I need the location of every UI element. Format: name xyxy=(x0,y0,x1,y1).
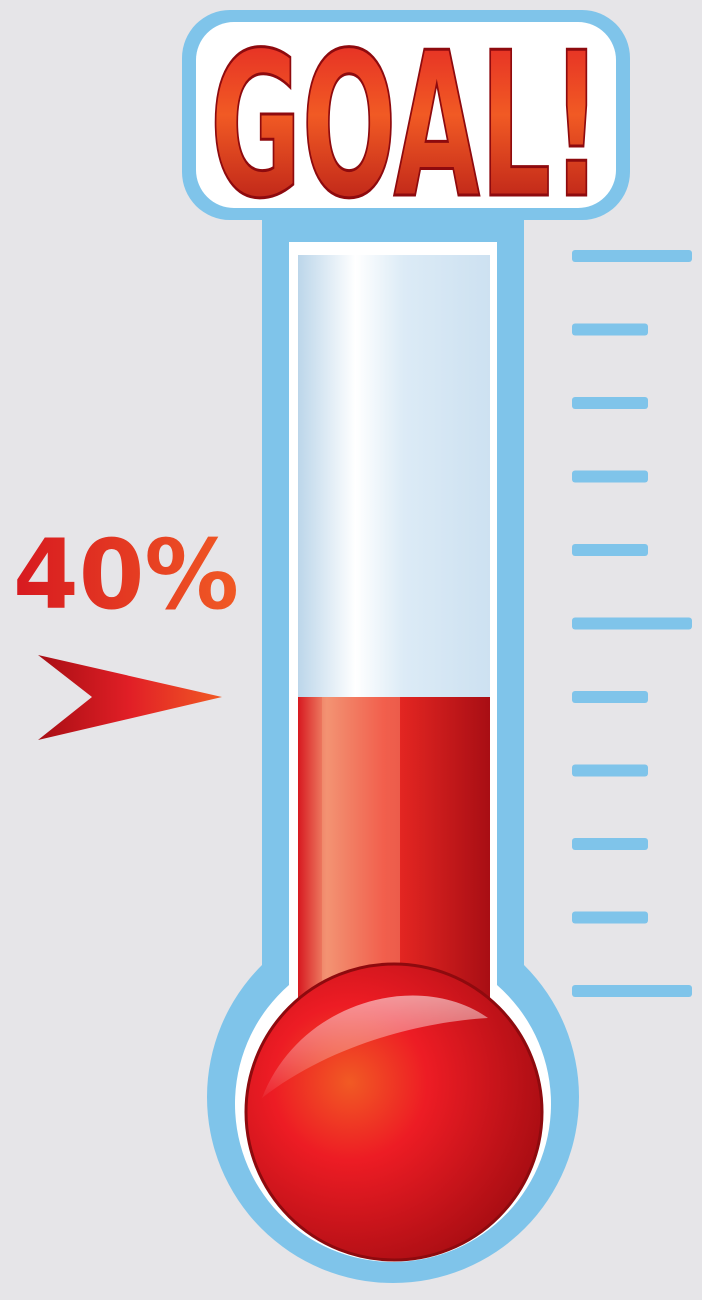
arrow-right-icon xyxy=(38,655,222,740)
minor-tick xyxy=(572,691,648,703)
goal-banner: GOAL! xyxy=(182,9,630,245)
goal-banner-inner xyxy=(196,22,616,208)
major-tick xyxy=(572,617,692,630)
minor-tick xyxy=(572,911,648,924)
minor-tick xyxy=(572,544,648,556)
minor-tick xyxy=(572,764,648,777)
minor-tick xyxy=(572,397,648,409)
minor-tick xyxy=(572,323,648,336)
scale-ticks xyxy=(572,250,692,997)
minor-tick xyxy=(572,838,648,850)
thermometer xyxy=(206,215,580,1284)
goal-label: GOAL! xyxy=(210,10,602,243)
bulb-shine xyxy=(262,995,488,1098)
major-tick xyxy=(572,985,692,997)
progress-label: 40% xyxy=(13,519,239,631)
major-tick xyxy=(572,250,692,262)
minor-tick xyxy=(572,470,648,483)
